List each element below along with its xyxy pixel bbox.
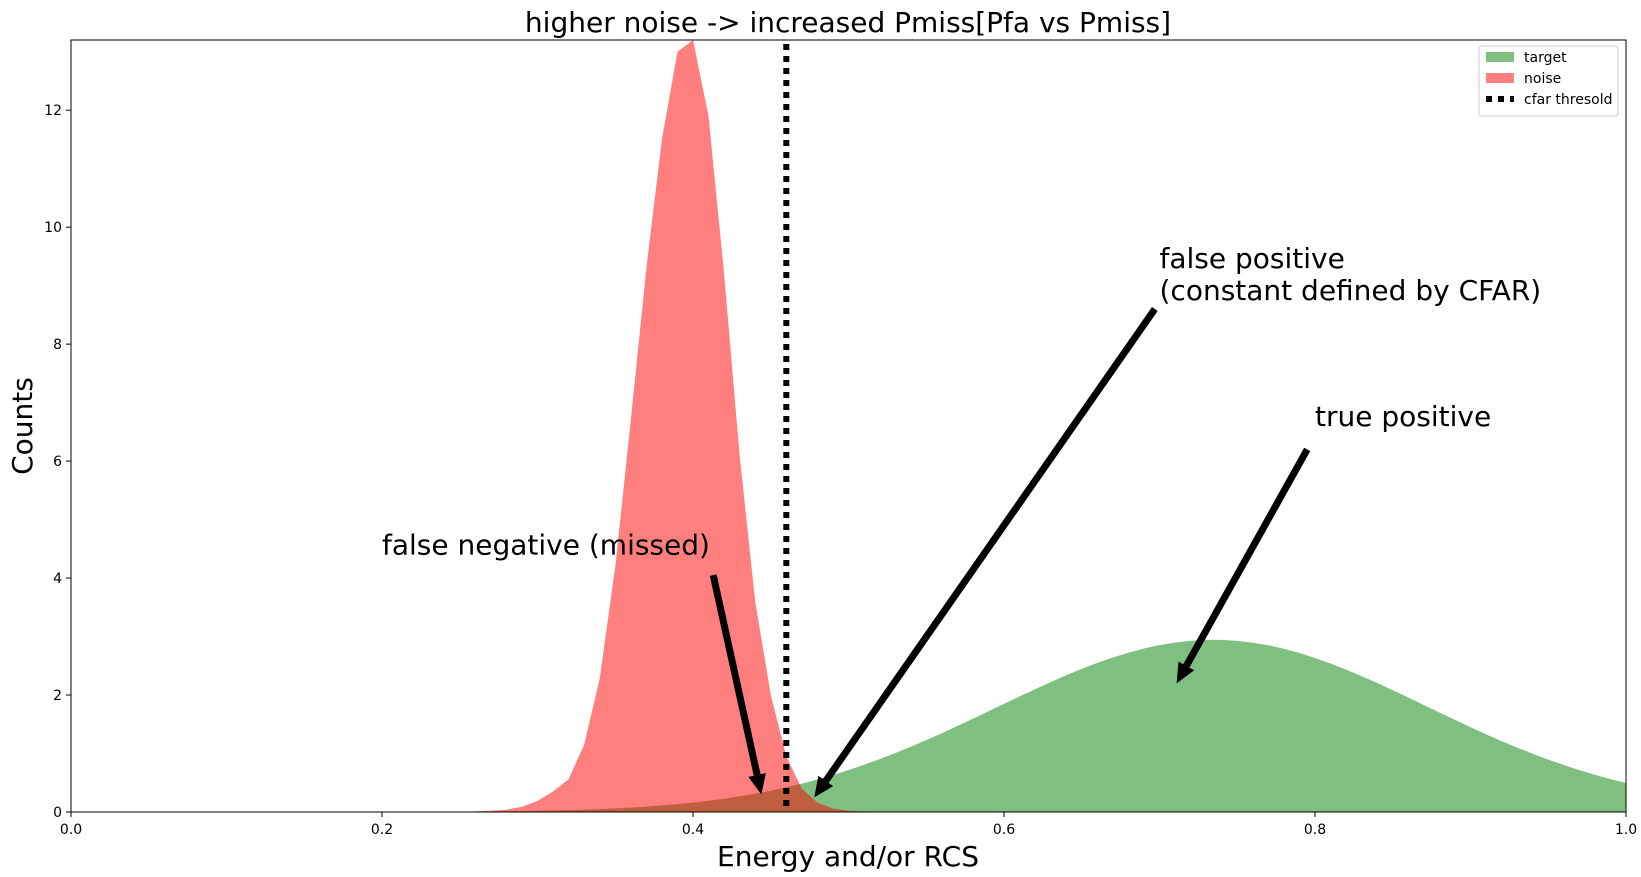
annotation-arrow-head xyxy=(748,772,766,795)
x-tick-label: 1.0 xyxy=(1615,822,1637,838)
plot-area xyxy=(71,40,1626,812)
y-tick-label: 2 xyxy=(53,688,62,704)
x-axis-title: Energy and/or RCS xyxy=(717,840,979,873)
annotation-text: false positive xyxy=(1160,242,1345,275)
annotations: false negative (missed) false positive(co… xyxy=(382,242,1542,798)
x-axis: 0.0 0.2 0.4 0.6 0.8 1.0 xyxy=(60,812,1637,838)
annotation-arrow-head xyxy=(1176,661,1195,684)
x-tick-label: 0.0 xyxy=(60,822,82,838)
chart-title: higher noise -> increased Pmiss[Pfa vs P… xyxy=(525,6,1171,39)
legend-label-cfar: cfar thresold xyxy=(1524,92,1612,108)
y-tick-label: 6 xyxy=(53,454,62,470)
legend-label-target: target xyxy=(1524,50,1567,66)
y-axis: 0 2 4 6 8 10 12 xyxy=(44,103,71,821)
annotation-text: true positive xyxy=(1315,400,1491,433)
annotation-arrow-shaft xyxy=(709,574,761,776)
y-tick-label: 8 xyxy=(53,337,62,353)
x-tick-label: 0.2 xyxy=(371,822,393,838)
legend-swatch-target xyxy=(1486,52,1514,62)
annotation-text-line2: (constant defined by CFAR) xyxy=(1160,274,1542,307)
x-tick-label: 0.4 xyxy=(682,822,704,838)
series-target-area xyxy=(71,639,1626,812)
plot-frame xyxy=(70,39,1627,813)
annotation-text: false negative (missed) xyxy=(382,529,710,562)
annotation-arrow-head xyxy=(814,775,834,798)
y-tick-label: 12 xyxy=(44,103,62,119)
y-axis-title: Counts xyxy=(6,377,39,475)
x-tick-label: 0.6 xyxy=(993,822,1015,838)
legend-label-noise: noise xyxy=(1524,71,1561,87)
y-tick-label: 10 xyxy=(44,220,62,236)
legend: target noise cfar thresold xyxy=(1478,45,1619,117)
x-tick-label: 0.8 xyxy=(1304,822,1326,838)
annotation-arrow-shaft xyxy=(822,307,1158,783)
annotation-arrow-shaft xyxy=(1183,447,1311,668)
y-tick-label: 4 xyxy=(53,571,62,587)
y-tick-label: 0 xyxy=(53,805,62,821)
legend-swatch-noise xyxy=(1486,73,1514,83)
